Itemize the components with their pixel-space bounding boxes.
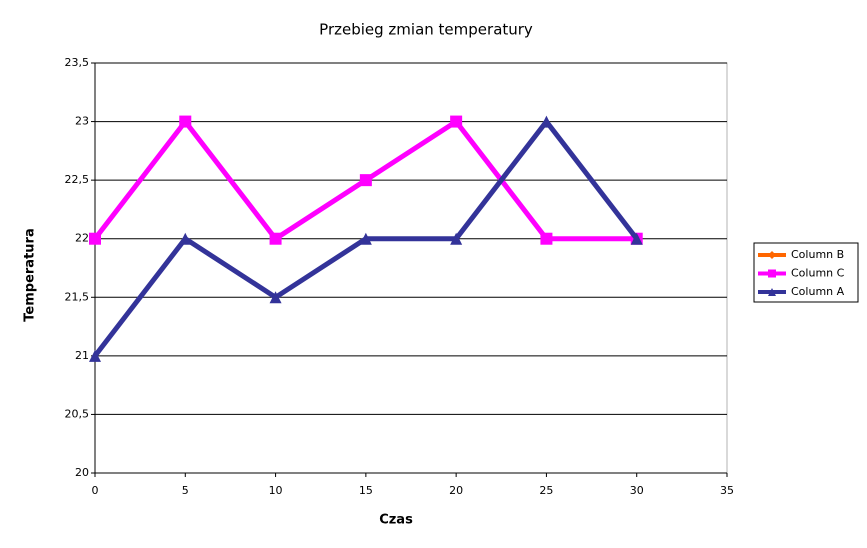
chart-title: Przebieg zmian temperatury [319, 21, 533, 39]
marker [269, 232, 282, 245]
marker [89, 349, 101, 362]
marker [768, 269, 776, 278]
y-tick-label: 23,5 [65, 56, 90, 69]
marker [359, 174, 372, 187]
y-tick-label: 23 [75, 115, 89, 128]
legend-label: Column A [791, 285, 845, 298]
marker [540, 232, 553, 245]
marker [450, 115, 463, 128]
x-tick-label: 30 [630, 484, 644, 497]
plot-area [94, 62, 728, 474]
marker [179, 115, 192, 128]
x-tick-label: 5 [182, 484, 189, 497]
marker [89, 232, 101, 245]
legend-label: Column C [791, 267, 845, 280]
x-tick-label: 20 [449, 484, 463, 497]
x-tick-label: 25 [539, 484, 553, 497]
y-tick-label: 21,5 [65, 290, 90, 303]
x-tick-label: 35 [720, 484, 734, 497]
marker [179, 232, 192, 245]
marker [269, 291, 282, 304]
marker [540, 115, 553, 128]
x-tick-label: 10 [269, 484, 283, 497]
legend-label: Column B [791, 248, 844, 261]
marker [630, 232, 643, 245]
y-tick-label: 20,5 [65, 407, 90, 420]
marker [359, 232, 372, 245]
y-tick-label: 21 [75, 349, 89, 362]
x-axis-title: Czas [379, 513, 413, 528]
marker [450, 232, 463, 245]
y-axis-title: Temperatura [23, 228, 38, 321]
marker [768, 288, 776, 296]
x-tick-label: 15 [359, 484, 373, 497]
y-tick-label: 22 [75, 232, 89, 245]
marker [768, 251, 776, 259]
y-tick-label: 20 [75, 466, 89, 479]
y-tick-label: 22,5 [65, 173, 90, 186]
x-tick-label: 0 [92, 484, 99, 497]
